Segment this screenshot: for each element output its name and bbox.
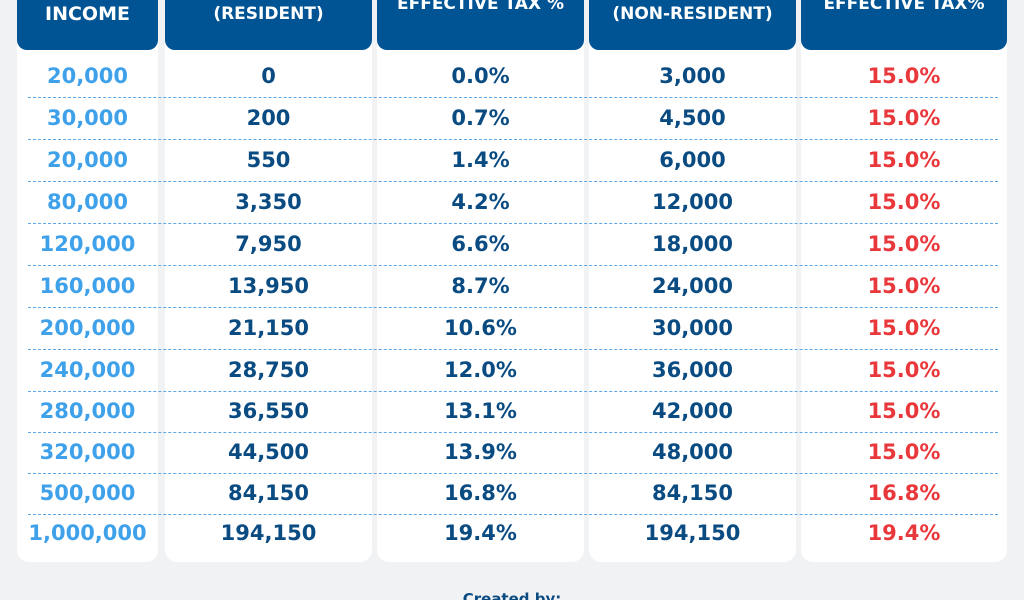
- cell-non-resident-effective-rate: 15.0%: [867, 273, 941, 298]
- cell-resident-effective-rate: 4.2%: [451, 189, 510, 214]
- cell-income: 120,000: [39, 231, 136, 256]
- cell-resident-tax: 3,350: [235, 189, 302, 214]
- cell-resident-tax: 84,150: [227, 480, 310, 505]
- cell-non-resident-effective-rate: 15.0%: [867, 439, 941, 464]
- table-row: 20,000 550 1.4% 6,000 15.0%: [0, 139, 1024, 180]
- row-divider: [28, 473, 998, 474]
- cell-non-resident-tax: 18,000: [651, 231, 734, 256]
- cell-income: 20,000: [46, 63, 129, 88]
- cell-non-resident-tax: 3,000: [659, 63, 726, 88]
- cell-income: 30,000: [46, 105, 129, 130]
- table-row: 200,000 21,150 10.6% 30,000 15.0%: [0, 307, 1024, 348]
- cell-resident-tax: 194,150: [220, 520, 317, 545]
- row-divider: [28, 223, 998, 224]
- header-resident-tax-line2: (RESIDENT): [213, 4, 324, 24]
- cell-income: 80,000: [46, 189, 129, 214]
- cell-non-resident-effective-rate: 15.0%: [867, 357, 941, 382]
- cell-non-resident-tax: 84,150: [651, 480, 734, 505]
- header-non-resident-effective-rate-line1: EFFECTIVE TAX%: [823, 0, 985, 14]
- cell-non-resident-tax: 194,150: [644, 520, 741, 545]
- header-resident-tax: (RESIDENT): [165, 0, 372, 50]
- cell-non-resident-tax: 24,000: [651, 273, 734, 298]
- cell-income: 160,000: [39, 273, 136, 298]
- table-row: 500,000 84,150 16.8% 84,150 16.8%: [0, 472, 1024, 513]
- cell-resident-effective-rate: 13.9%: [444, 439, 517, 464]
- cell-resident-tax: 44,500: [227, 439, 310, 464]
- header-income: INCOME: [17, 0, 158, 50]
- cell-non-resident-effective-rate: 15.0%: [867, 315, 941, 340]
- table-row: 120,000 7,950 6.6% 18,000 15.0%: [0, 223, 1024, 264]
- table-row: 320,000 44,500 13.9% 48,000 15.0%: [0, 431, 1024, 472]
- row-divider: [28, 265, 998, 266]
- cell-non-resident-tax: 6,000: [659, 147, 726, 172]
- cell-resident-effective-rate: 13.1%: [444, 398, 517, 423]
- table-row: 30,000 200 0.7% 4,500 15.0%: [0, 97, 1024, 138]
- column-non-resident-effective-rate: [801, 0, 1007, 562]
- row-divider: [28, 514, 998, 515]
- cell-non-resident-effective-rate: 15.0%: [867, 147, 941, 172]
- table-row: 80,000 3,350 4.2% 12,000 15.0%: [0, 181, 1024, 222]
- cell-resident-tax: 0: [261, 63, 276, 88]
- table-row: 1,000,000 194,150 19.4% 194,150 19.4%: [0, 512, 1024, 553]
- cell-resident-effective-rate: 10.6%: [444, 315, 517, 340]
- cell-income: 20,000: [46, 147, 129, 172]
- cell-resident-effective-rate: 12.0%: [444, 357, 517, 382]
- header-non-resident-tax-line2: (NON-RESIDENT): [612, 4, 773, 24]
- table-row: 160,000 13,950 8.7% 24,000 15.0%: [0, 265, 1024, 306]
- cell-resident-effective-rate: 6.6%: [451, 231, 510, 256]
- cell-resident-effective-rate: 0.0%: [451, 63, 510, 88]
- cell-income: 320,000: [39, 439, 136, 464]
- cell-resident-tax: 7,950: [235, 231, 302, 256]
- cell-resident-tax: 36,550: [227, 398, 310, 423]
- row-divider: [28, 97, 998, 98]
- header-non-resident-effective-rate: EFFECTIVE TAX%: [801, 0, 1007, 50]
- column-resident-effective-rate: [377, 0, 584, 562]
- table-row: 20,000 0 0.0% 3,000 15.0%: [0, 55, 1024, 96]
- cell-resident-tax: 200: [246, 105, 291, 130]
- table-row: 240,000 28,750 12.0% 36,000 15.0%: [0, 349, 1024, 390]
- cell-non-resident-effective-rate: 15.0%: [867, 398, 941, 423]
- cell-resident-tax: 21,150: [227, 315, 310, 340]
- cell-non-resident-tax: 4,500: [659, 105, 726, 130]
- row-divider: [28, 349, 998, 350]
- header-non-resident-tax: (NON-RESIDENT): [589, 0, 796, 50]
- cell-income: 240,000: [39, 357, 136, 382]
- cell-income: 500,000: [39, 480, 136, 505]
- row-divider: [28, 307, 998, 308]
- header-resident-effective-rate-line1: EFFECTIVE TAX %: [396, 0, 565, 14]
- cell-resident-effective-rate: 0.7%: [451, 105, 510, 130]
- cell-non-resident-effective-rate: 19.4%: [867, 520, 941, 545]
- column-income: [17, 0, 158, 562]
- cell-resident-tax: 28,750: [227, 357, 310, 382]
- cell-non-resident-effective-rate: 15.0%: [867, 105, 941, 130]
- row-divider: [28, 391, 998, 392]
- header-resident-effective-rate: EFFECTIVE TAX %: [377, 0, 584, 50]
- cell-income: 280,000: [39, 398, 136, 423]
- cell-non-resident-tax: 42,000: [651, 398, 734, 423]
- cell-resident-effective-rate: 19.4%: [444, 520, 517, 545]
- cell-resident-effective-rate: 1.4%: [451, 147, 510, 172]
- cell-resident-tax: 550: [246, 147, 291, 172]
- cell-non-resident-tax: 48,000: [651, 439, 734, 464]
- row-divider: [28, 181, 998, 182]
- column-resident-tax: [165, 0, 372, 562]
- cell-income: 200,000: [39, 315, 136, 340]
- cell-non-resident-tax: 12,000: [651, 189, 734, 214]
- cell-non-resident-tax: 36,000: [651, 357, 734, 382]
- row-divider: [28, 432, 998, 433]
- cell-non-resident-effective-rate: 15.0%: [867, 63, 941, 88]
- cell-non-resident-tax: 30,000: [651, 315, 734, 340]
- cell-non-resident-effective-rate: 15.0%: [867, 189, 941, 214]
- column-non-resident-tax: [589, 0, 796, 562]
- cell-non-resident-effective-rate: 15.0%: [867, 231, 941, 256]
- header-income-line2: INCOME: [45, 3, 130, 25]
- cell-income: 1,000,000: [28, 520, 147, 545]
- created-by-label: Created by:: [462, 590, 562, 600]
- cell-resident-effective-rate: 8.7%: [451, 273, 510, 298]
- cell-resident-tax: 13,950: [227, 273, 310, 298]
- cell-non-resident-effective-rate: 16.8%: [867, 480, 941, 505]
- row-divider: [28, 139, 998, 140]
- cell-resident-effective-rate: 16.8%: [444, 480, 517, 505]
- table-row: 280,000 36,550 13.1% 42,000 15.0%: [0, 390, 1024, 431]
